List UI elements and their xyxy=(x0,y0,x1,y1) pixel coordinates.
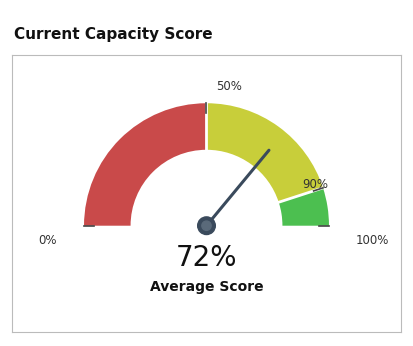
Text: 100%: 100% xyxy=(356,234,389,247)
Wedge shape xyxy=(84,103,206,226)
Wedge shape xyxy=(279,188,329,226)
Text: 90%: 90% xyxy=(302,178,328,191)
Text: 72%: 72% xyxy=(176,244,237,272)
Circle shape xyxy=(198,217,215,235)
Text: 0%: 0% xyxy=(38,234,57,247)
Text: 50%: 50% xyxy=(216,80,242,93)
Wedge shape xyxy=(206,103,323,202)
Text: Average Score: Average Score xyxy=(150,280,263,294)
Circle shape xyxy=(202,221,211,230)
Text: Current Capacity Score: Current Capacity Score xyxy=(14,27,213,42)
